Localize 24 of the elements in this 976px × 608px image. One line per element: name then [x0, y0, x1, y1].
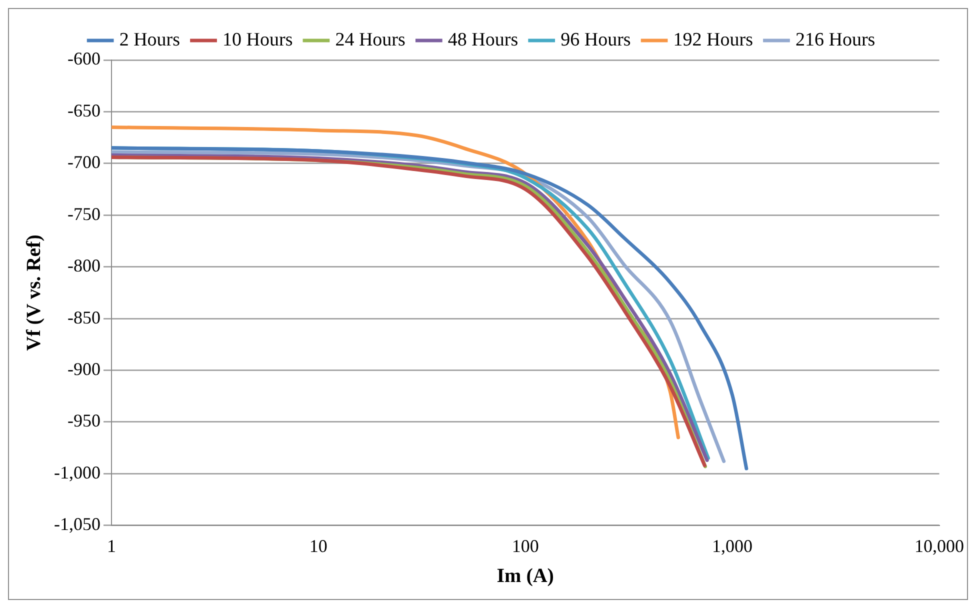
legend-label: 96 Hours — [560, 29, 631, 50]
y-tick-label: -800 — [67, 256, 100, 276]
x-axis-title: Im (A) — [496, 565, 554, 588]
y-tick-label: -1,000 — [54, 462, 100, 482]
y-tick-label: -600 — [67, 48, 100, 69]
y-tick-label: -900 — [67, 359, 100, 379]
y-tick-label: -950 — [67, 410, 100, 431]
legend-label: 24 Hours — [335, 29, 406, 50]
x-tick-label: 10,000 — [914, 536, 964, 556]
x-tick-label: 100 — [512, 536, 539, 556]
legend-label: 10 Hours — [222, 29, 293, 50]
y-tick-label: -700 — [67, 152, 100, 172]
x-tick-label: 1 — [106, 536, 116, 556]
legend-label: 2 Hours — [119, 29, 180, 50]
legend-label: 192 Hours — [673, 29, 753, 50]
x-tick-label: 10 — [309, 536, 328, 556]
legend-label: 48 Hours — [448, 29, 518, 50]
y-tick-label: -850 — [67, 307, 100, 328]
y-axis-title: Vf (V vs. Ref) — [23, 234, 46, 351]
x-tick-label: 1,000 — [712, 536, 753, 556]
y-tick-label: -750 — [67, 204, 100, 224]
legend-label: 216 Hours — [795, 29, 876, 50]
y-tick-label: -1,050 — [54, 514, 100, 534]
y-tick-label: -650 — [67, 100, 100, 120]
